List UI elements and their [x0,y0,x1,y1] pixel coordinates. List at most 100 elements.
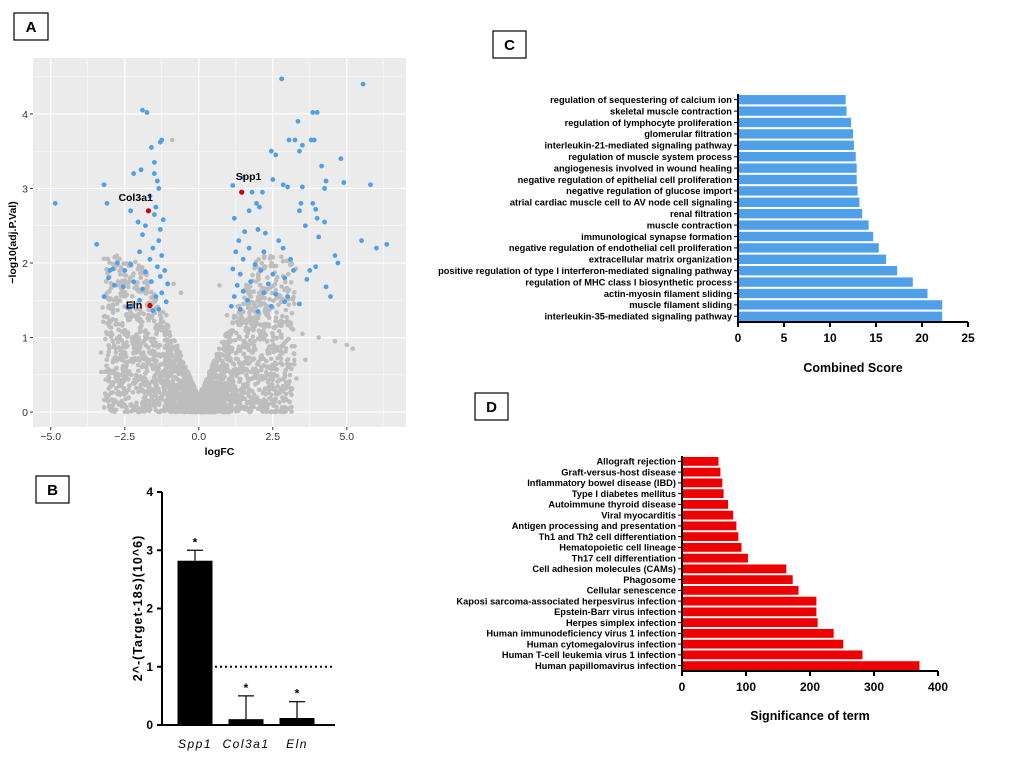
significant-point [157,227,163,232]
nonsignificant-point [281,376,286,382]
nonsignificant-point [121,272,127,278]
significance-marker: * [244,681,249,695]
nonsignificant-point [128,402,133,407]
nonsignificant-point [107,323,112,329]
significant-point [151,212,157,217]
nonsignificant-point [99,369,104,375]
nonsignificant-point [148,351,153,356]
nonsignificant-point [103,279,109,284]
nonsignificant-point [303,357,308,363]
nonsignificant-point [270,330,275,336]
nonsignificant-point [136,389,141,395]
nonsignificant-point [274,367,280,372]
nonsignificant-point [121,402,127,407]
significant-point [297,208,302,214]
nonsignificant-point [220,392,225,398]
bar [682,478,723,488]
significant-point [285,294,290,299]
significant-point [151,159,157,165]
nonsignificant-point [131,334,136,340]
category-label: muscle filament sliding [629,300,732,310]
significant-point [114,260,120,266]
significant-point [310,200,316,206]
significant-point [335,260,341,266]
nonsignificant-point [265,379,271,385]
bar [738,231,874,242]
significant-point [314,110,320,115]
x-tick-label: 300 [864,680,884,694]
significant-point [285,184,290,190]
y-axis-title: 2^-(Target-18s)(10^6) [131,535,145,682]
bar [682,618,818,628]
bar [738,209,863,219]
nonsignificant-point [120,344,126,350]
nonsignificant-point [113,350,119,355]
significant-point [297,301,302,307]
nonsignificant-point [105,394,110,400]
significant-point [297,148,302,154]
category-label: Inflammatory bowel disease (IBD) [527,478,676,488]
nonsignificant-point [267,396,272,401]
nonsignificant-point [248,369,253,375]
nonsignificant-point [250,350,256,355]
significant-point [248,279,253,285]
nonsignificant-point [160,369,166,374]
nonsignificant-point [279,344,285,350]
nonsignificant-point [270,254,276,260]
significant-point [140,286,145,292]
x-tick-label: −2.5 [114,431,135,443]
nonsignificant-point [251,343,257,348]
nonsignificant-point [278,348,283,354]
nonsignificant-point [150,379,156,384]
nonsignificant-point [135,362,141,368]
significant-point [302,223,308,229]
bar [682,661,920,671]
category-label: Kaposi sarcoma-associated herpesvirus in… [456,596,676,606]
significant-point [262,230,268,236]
axes: 0 1 2 3 4 [146,485,335,732]
nonsignificant-point [204,404,209,409]
x-tick-label: 20 [915,331,929,345]
y-tick-label: 4 [146,485,153,499]
nonsignificant-point [185,385,191,390]
nonsignificant-point [173,358,179,363]
bar [738,95,846,105]
nonsignificant-point [247,293,253,299]
nonsignificant-point [292,362,297,367]
nonsignificant-point [235,400,240,405]
nonsignificant-point [111,342,117,348]
nonsignificant-point [121,385,126,391]
y-tick-label: 2 [22,258,28,270]
nonsignificant-point [111,357,116,363]
nonsignificant-point [227,334,232,340]
significant-point [319,163,325,169]
nonsignificant-point [107,384,113,390]
nonsignificant-point [150,357,155,363]
nonsignificant-point [126,280,131,286]
nonsignificant-point [230,361,236,366]
nonsignificant-point [154,382,159,388]
nonsignificant-point [153,360,158,366]
x-tick-label: 200 [800,680,820,694]
x-tick-label: 400 [928,680,948,694]
significant-point [149,145,154,150]
significant-point [234,282,240,288]
panel-label-c: C [492,30,527,59]
significant-point [240,256,246,262]
nonsignificant-point [110,369,116,375]
nonsignificant-point [269,290,275,296]
nonsignificant-point [215,374,220,380]
gene-label: Eln [126,299,142,311]
nonsignificant-point [284,357,290,363]
significant-point [292,137,298,143]
significant-point [255,227,261,232]
nonsignificant-point [273,409,279,415]
nonsignificant-point [271,298,276,304]
nonsignificant-point [250,334,256,339]
nonsignificant-point [247,360,252,365]
significant-point [52,200,58,206]
nonsignificant-point [289,311,295,316]
significant-point [163,299,169,305]
nonsignificant-point [279,335,284,340]
significant-point [140,232,145,238]
